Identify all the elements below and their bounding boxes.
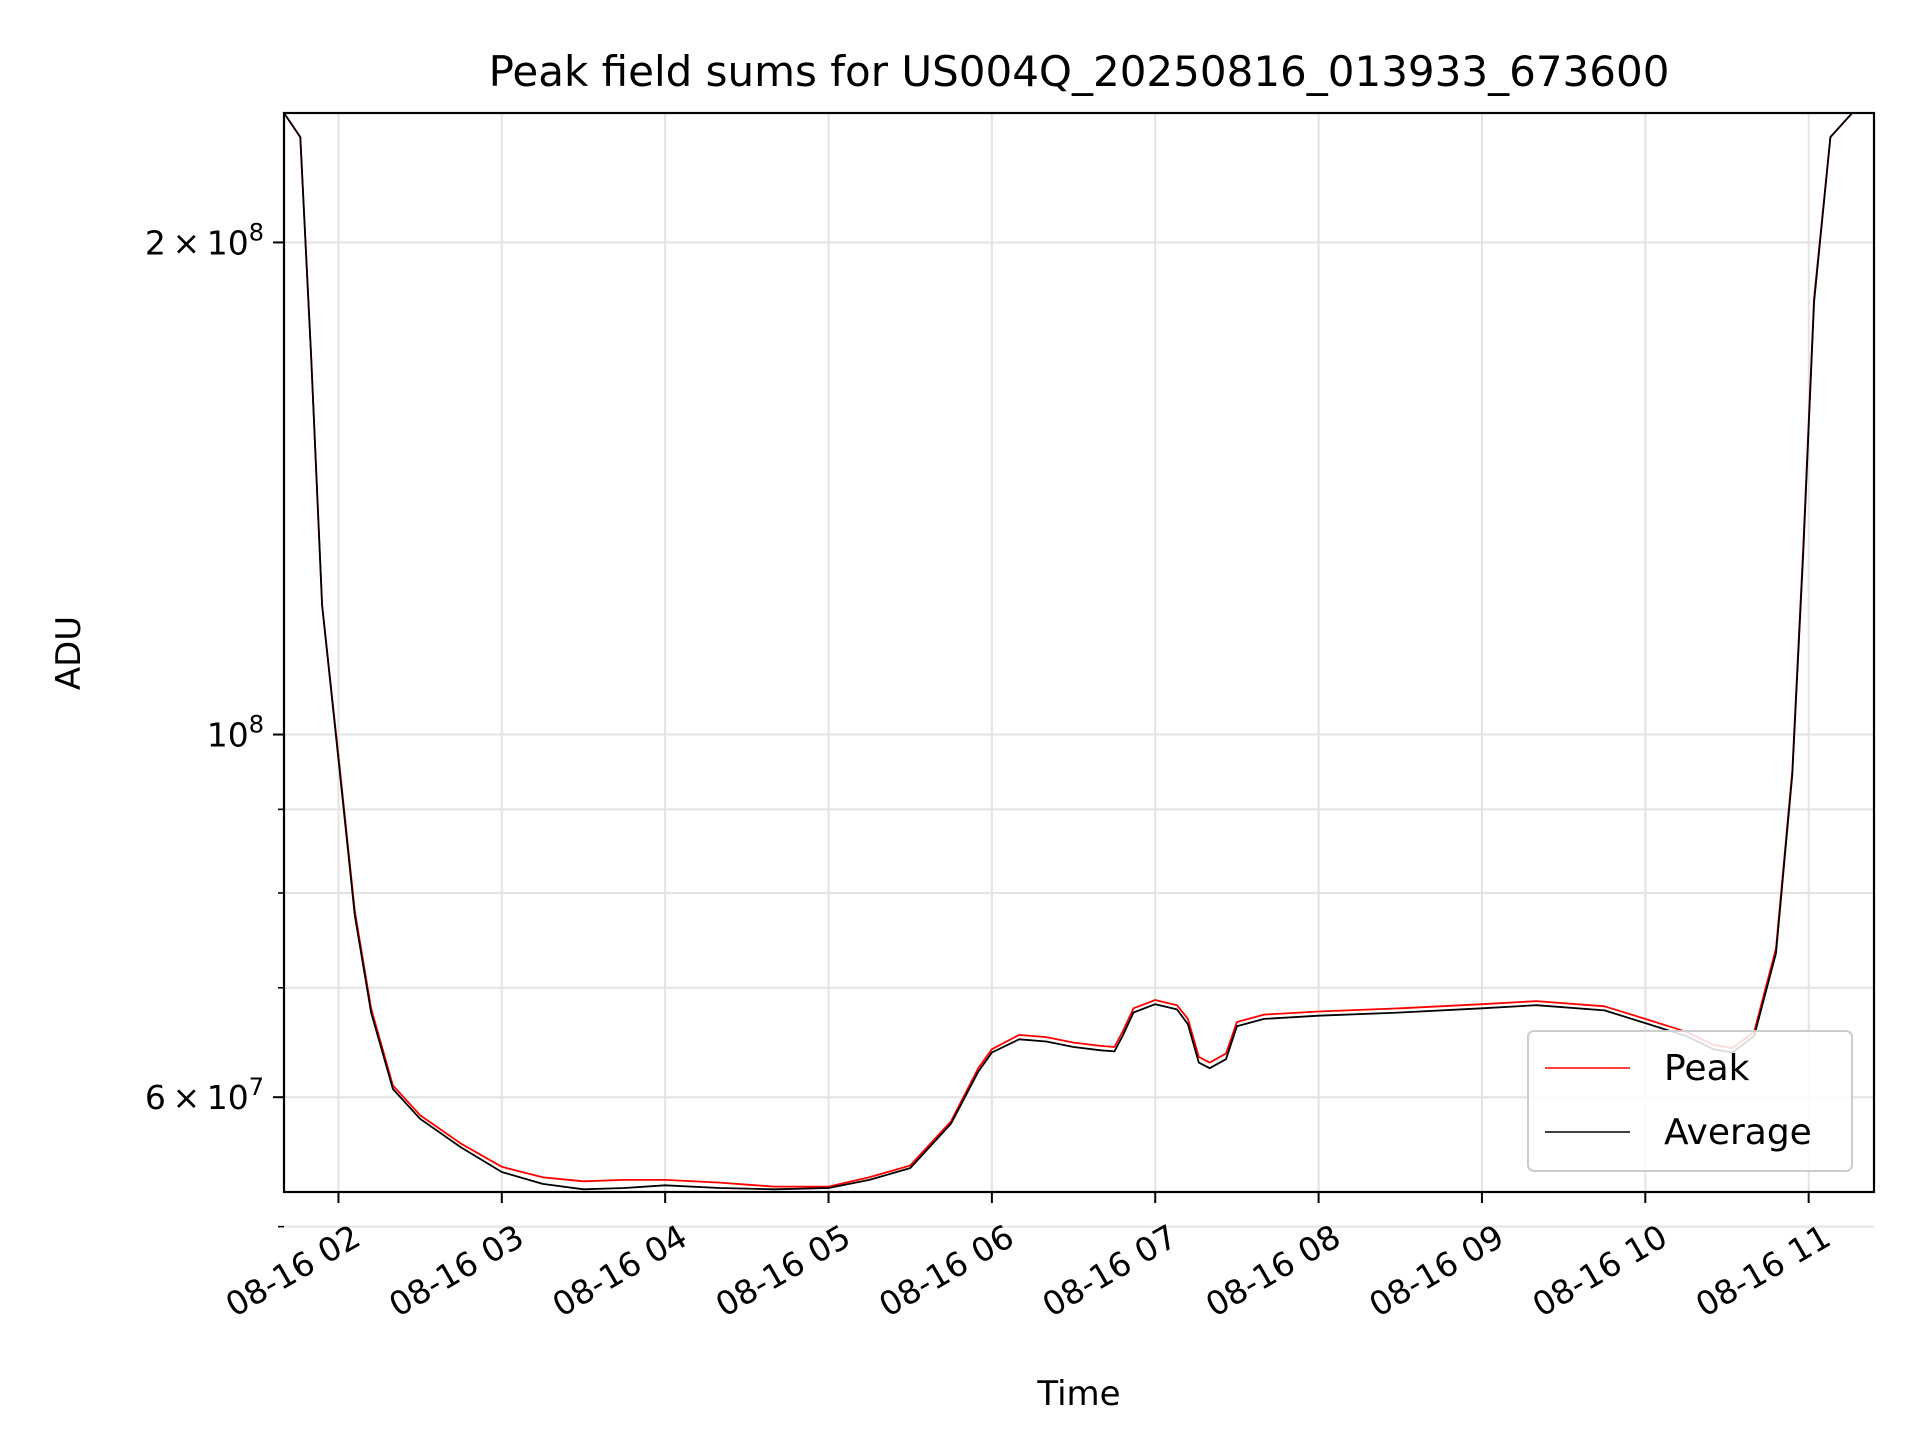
plot-frame — [282, 111, 1876, 1194]
y-tick-label: 108 — [207, 711, 264, 755]
legend: Peak Average — [1527, 1030, 1853, 1172]
legend-label-average: Average — [1664, 1112, 1812, 1153]
y-tick-label: 6 × 107 — [145, 1073, 264, 1117]
y-axis: 2 × 108 108 6 × 107 — [145, 218, 284, 1228]
legend-label-peak: Peak — [1664, 1048, 1750, 1089]
x-axis-label: Time — [1036, 1374, 1120, 1414]
y-tick-label: 2 × 108 — [145, 218, 264, 262]
legend-box — [1527, 1030, 1853, 1172]
chart-title: Peak field sums for US004Q_20250816_0139… — [489, 47, 1670, 96]
y-axis-label: ADU — [49, 616, 89, 690]
